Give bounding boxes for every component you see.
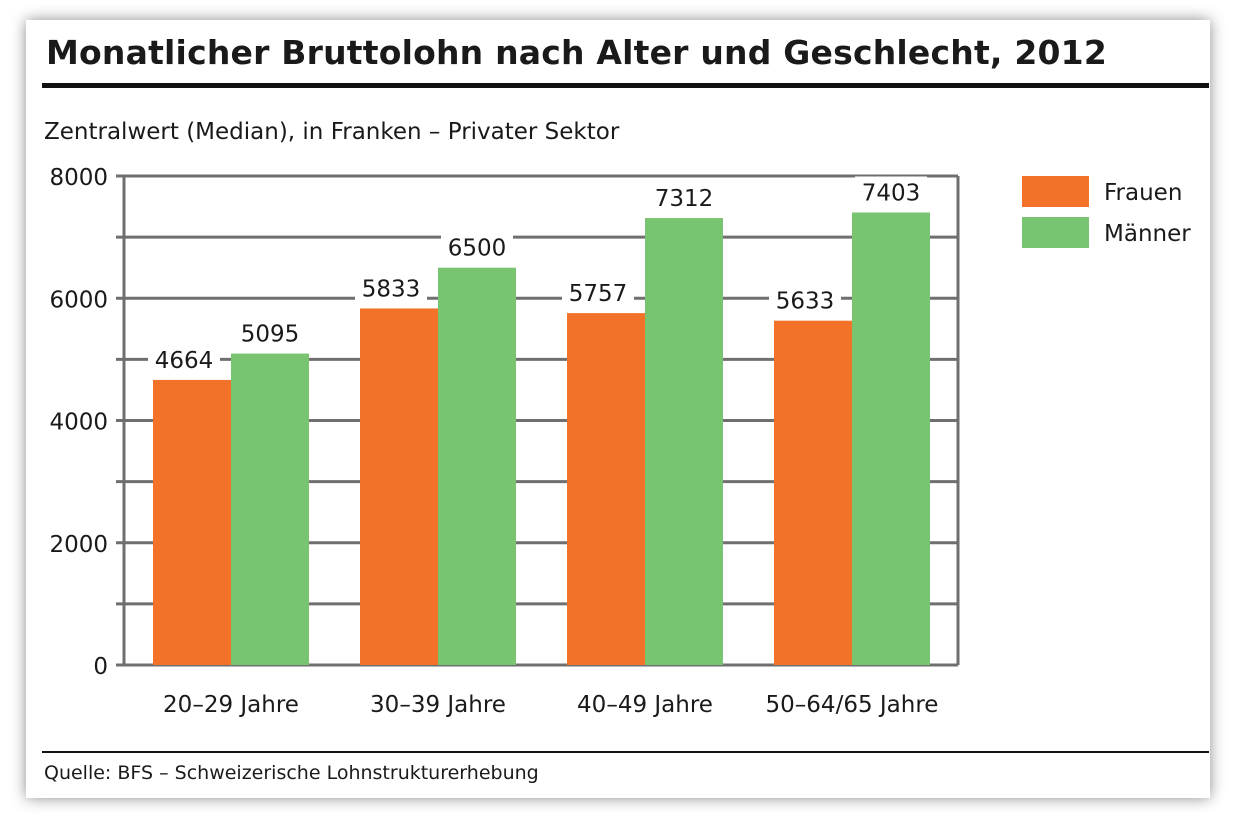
x-tick-label: 40–49 Jahre <box>577 692 713 718</box>
bar-maenner <box>231 353 309 665</box>
source-note: Quelle: BFS – Schweizerische Lohnstruktu… <box>44 762 539 784</box>
legend-label: Männer <box>1104 221 1191 247</box>
y-tick-label: 2000 <box>49 532 108 558</box>
data-label-background <box>441 231 513 262</box>
data-label-background <box>148 343 220 374</box>
data-label: 5833 <box>362 276 421 302</box>
source-divider <box>42 751 1209 753</box>
data-label-background <box>855 176 927 207</box>
x-tick-label: 30–39 Jahre <box>370 692 506 718</box>
data-label: 5095 <box>241 322 300 348</box>
bar-maenner <box>645 218 723 665</box>
chart-subtitle: Zentralwert (Median), in Franken – Priva… <box>44 119 620 145</box>
bar-frauen <box>774 320 852 665</box>
title-divider <box>42 83 1209 88</box>
data-label: 5757 <box>569 281 628 307</box>
x-tick-label: 20–29 Jahre <box>163 692 299 718</box>
data-label-background <box>234 317 306 348</box>
chart-title: Monatlicher Bruttolohn nach Alter und Ge… <box>46 33 1107 72</box>
bar-maenner <box>438 267 516 665</box>
data-label: 5633 <box>776 289 835 315</box>
data-label: 4664 <box>155 348 214 374</box>
bar-frauen <box>360 308 438 665</box>
data-label: 7403 <box>862 180 921 206</box>
x-tick-label: 50–64/65 Jahre <box>766 692 939 718</box>
bar-frauen <box>153 379 231 665</box>
bar-frauen <box>567 313 645 665</box>
data-label: 7312 <box>655 186 714 212</box>
legend-swatch-frauen <box>1022 176 1089 207</box>
data-label-background <box>769 284 841 315</box>
bar-maenner <box>852 212 930 665</box>
y-tick-label: 0 <box>93 654 108 680</box>
y-tick-label: 6000 <box>49 287 108 313</box>
data-label-background <box>648 182 720 213</box>
data-label-background <box>355 272 427 303</box>
y-tick-label: 8000 <box>49 165 108 191</box>
legend-label: Frauen <box>1104 180 1182 206</box>
data-label: 6500 <box>448 236 507 262</box>
legend-swatch-maenner <box>1022 217 1089 248</box>
y-tick-label: 4000 <box>49 410 108 436</box>
data-label-background <box>562 277 634 308</box>
